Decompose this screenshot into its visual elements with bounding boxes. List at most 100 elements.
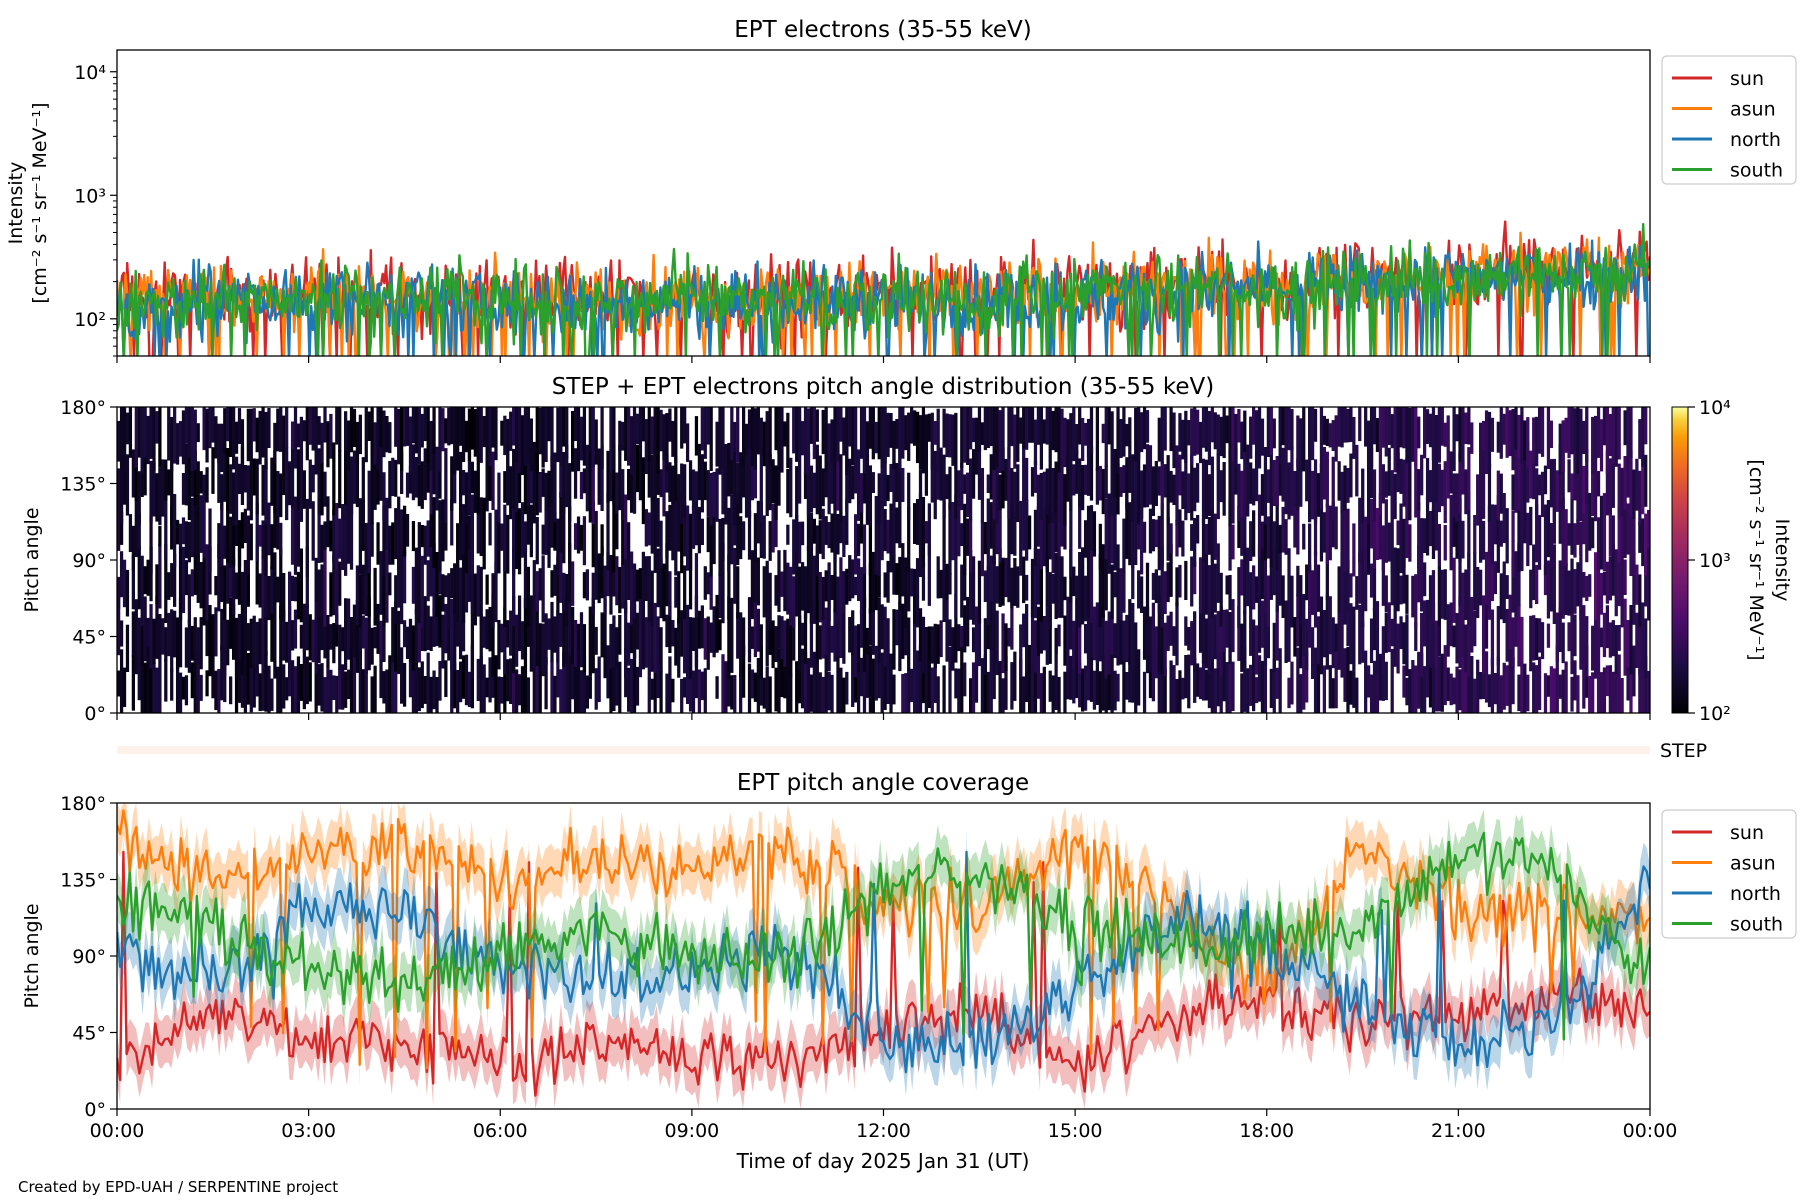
heatmap-cell — [332, 510, 336, 562]
heatmap-cell — [231, 558, 236, 616]
heatmap-cell — [1237, 463, 1241, 522]
heatmap-cell — [461, 504, 466, 554]
heatmap-cell — [1187, 627, 1191, 651]
heatmap-cell — [736, 566, 740, 619]
heatmap-cell — [709, 576, 713, 610]
heatmap-cell — [741, 645, 746, 698]
heatmap-cell — [1417, 545, 1421, 603]
heatmap-cell — [930, 626, 934, 664]
heatmap-cell — [845, 446, 849, 512]
heatmap-cell — [986, 498, 990, 571]
heatmap-cell — [370, 676, 374, 713]
heatmap-cell — [627, 667, 631, 712]
credit-text: Created by EPD-UAH / SERPENTINE project — [18, 1178, 339, 1196]
heatmap-cell — [1402, 547, 1406, 604]
heatmap-cell — [677, 617, 681, 678]
heatmap-cell — [638, 449, 643, 501]
heatmap-cell — [665, 614, 669, 648]
heatmap-cell — [1095, 658, 1100, 705]
heatmap-cell — [1249, 416, 1253, 459]
heatmap-cell — [1585, 449, 1589, 505]
heatmap-cell — [520, 666, 525, 713]
heatmap-cell — [971, 449, 976, 499]
heatmap-cell — [609, 555, 613, 615]
heatmap-cell — [1361, 621, 1365, 663]
heatmap-cell — [618, 566, 622, 614]
heatmap-cell — [688, 617, 693, 679]
heatmap-cell — [812, 651, 816, 713]
heatmap-cell — [963, 605, 967, 653]
heatmap-cell — [1278, 457, 1282, 496]
heatmap-cell — [1467, 492, 1471, 569]
heatmap-cell — [606, 551, 610, 597]
heatmap-cell — [1517, 493, 1521, 572]
heatmap-cell — [768, 623, 772, 655]
heatmap-cell — [559, 467, 563, 498]
heatmap-cell — [1499, 573, 1503, 620]
heatmap-cell — [1033, 509, 1038, 566]
heatmap-cell — [609, 651, 613, 713]
heatmap-cell — [924, 451, 929, 496]
heatmap-cell — [565, 662, 569, 713]
heatmap-cell — [665, 413, 669, 472]
heatmap-cell — [1425, 409, 1430, 444]
heatmap-cell — [1042, 419, 1046, 444]
heatmap-cell — [980, 468, 985, 523]
heatmap-cell — [1260, 474, 1265, 516]
heatmap-cell — [1405, 501, 1409, 558]
heatmap-cell — [140, 625, 144, 666]
heatmap-cell — [868, 608, 873, 646]
heatmap-cell — [1139, 576, 1144, 613]
heatmap-cell — [1369, 674, 1374, 713]
heatmap-cell — [989, 502, 993, 549]
heatmap-cell — [635, 569, 640, 602]
heatmap-cell — [1299, 575, 1303, 627]
heatmap-cell — [1402, 665, 1406, 698]
heatmap-cell — [1296, 458, 1300, 511]
heatmap-cell — [1411, 660, 1415, 713]
heatmap-cell — [995, 566, 999, 604]
heatmap-cell — [509, 411, 513, 451]
heatmap-cell — [827, 600, 831, 672]
heatmap-cell — [1204, 459, 1209, 519]
heatmap-cell — [827, 522, 831, 549]
heatmap-cell — [517, 462, 522, 503]
heatmap-cell — [786, 670, 790, 713]
heatmap-cell — [1561, 442, 1565, 510]
heatmap-cell — [429, 616, 433, 651]
heatmap-cell — [930, 667, 934, 713]
heatmap-cell — [1425, 663, 1430, 698]
heatmap-cell — [1246, 547, 1250, 607]
heatmap-cell — [1072, 566, 1076, 597]
legend-label-sun: sun — [1730, 68, 1764, 90]
heatmap-cell — [243, 465, 248, 493]
heatmap-cell — [1257, 544, 1262, 620]
y-tick-label: 10² — [74, 309, 106, 331]
heatmap-cell — [405, 407, 410, 446]
heatmap-cell — [1340, 599, 1344, 678]
heatmap-cell — [1030, 407, 1035, 443]
heatmap-cell — [1098, 553, 1102, 628]
heatmap-cell — [296, 656, 301, 713]
heatmap-cell — [1025, 574, 1029, 601]
heatmap-cell — [1148, 653, 1153, 699]
heatmap-cell — [1201, 458, 1206, 523]
heatmap-cell — [618, 420, 622, 451]
heatmap-cell — [568, 463, 572, 522]
heatmap-cell — [677, 474, 681, 503]
heatmap-cell — [1458, 407, 1462, 462]
heatmap-cell — [968, 407, 973, 450]
heatmap-cell — [1611, 543, 1615, 596]
heatmap-cell — [865, 442, 870, 525]
heatmap-cell — [1081, 547, 1085, 625]
heatmap-cell — [1535, 416, 1539, 467]
heatmap-cell — [341, 664, 345, 710]
heatmap-cell — [1591, 470, 1595, 516]
heatmap-cell — [231, 604, 236, 660]
heatmap-cell — [1467, 447, 1471, 510]
heatmap-cell — [323, 471, 327, 507]
heatmap-cell — [1308, 564, 1312, 616]
heatmap-cell — [1558, 560, 1562, 614]
heatmap-cell — [1617, 625, 1621, 651]
heatmap-cell — [892, 447, 896, 514]
